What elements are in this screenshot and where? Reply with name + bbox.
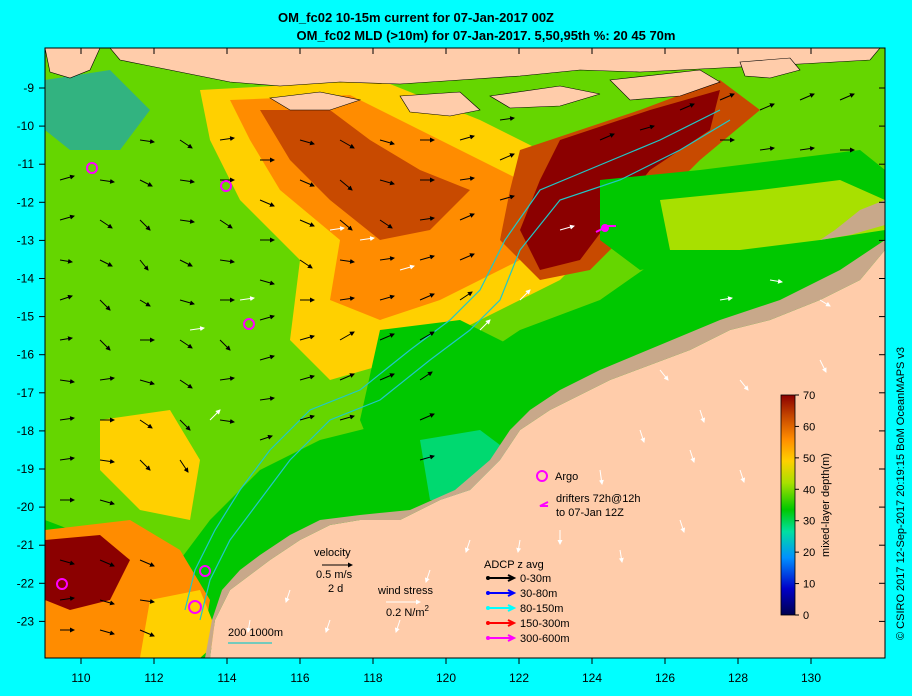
argo-marker (188, 600, 202, 614)
australia-land (210, 250, 885, 658)
wind-stress-label: wind stress (377, 585, 434, 597)
argo-marker (199, 565, 211, 577)
wind-stress-scale: 0.2 N/m2 (386, 604, 430, 619)
lon-tick-label: 114 (217, 671, 236, 685)
lat-tick-label: -23 (17, 614, 35, 628)
credit-text: © CSIRO 2017 12-Sep-2017 20:19:15 BoM Oc… (895, 346, 907, 640)
lat-tick-label: -21 (17, 538, 35, 552)
lon-tick-label: 130 (801, 671, 821, 685)
lat-tick-label: -17 (17, 386, 35, 400)
colorbar-tick-label: 50 (803, 453, 815, 465)
drifter-legend-line1: drifters 72h@12h (556, 493, 641, 505)
colorbar-tick-label: 20 (803, 547, 815, 559)
velocity-label: velocity (314, 547, 351, 559)
colorbar: 0 10 20 30 40 50 60 70 mixed-layer depth(m) (780, 390, 832, 622)
colorbar-tick-label: 30 (803, 516, 815, 528)
adcp-legend-label: 80-150m (520, 603, 563, 615)
isobaths (184, 109, 731, 621)
lon-tick-label: 118 (363, 671, 382, 685)
map-title-line1: OM_fc02 10-15m current for 07-Jan-2017 0… (277, 10, 554, 25)
colorbar-tick-label: 70 (803, 390, 815, 402)
lat-tick-label: -22 (17, 576, 35, 590)
lon-axis: 110 112 114 116 118 120 122 124 126 128 130 (71, 48, 821, 685)
map-panel (45, 48, 885, 658)
drifter-legend-icon (539, 501, 549, 507)
adcp-legend-item: 300-600m (486, 633, 570, 645)
lat-tick-label: -10 (17, 119, 35, 133)
argo-legend-icon (536, 470, 548, 482)
adcp-legend-label: 0-30m (520, 573, 551, 585)
map-legend: Argo drifters 72h@12h to 07-Jan 12Z velo… (228, 470, 641, 645)
colorbar-ticks: 0 10 20 30 40 50 60 70 (795, 390, 815, 622)
argo-legend-label: Argo (555, 471, 578, 483)
isobath-legend-label: 200 1000m (228, 627, 283, 639)
lon-tick-label: 122 (509, 671, 529, 685)
argo-marker (86, 162, 98, 174)
adcp-legend-item: 30-80m (486, 588, 557, 600)
argo-marker (220, 180, 232, 192)
lat-tick-label: -15 (17, 310, 35, 324)
drifter-legend-line2: to 07-Jan 12Z (556, 507, 624, 519)
lon-tick-label: 116 (290, 671, 309, 685)
argo-floats (56, 162, 255, 614)
lon-tick-label: 126 (655, 671, 675, 685)
lat-tick-label: -18 (17, 424, 35, 438)
lon-tick-label: 124 (582, 671, 602, 685)
lat-tick-label: -13 (17, 233, 35, 247)
indonesia-islands (45, 48, 881, 117)
argo-marker (56, 578, 68, 590)
lat-tick-label: -11 (18, 157, 35, 171)
lat-tick-label: -20 (17, 500, 35, 514)
lat-axis: -9 -10 -11 -12 -13 -14 -15 -16 -17 -18 -19 -20 -21 -2… (17, 81, 885, 628)
lon-tick-label: 112 (144, 671, 163, 685)
adcp-legend-items: 0-30m 30-80m 80-150m 150-300m 300-600m (486, 573, 570, 645)
adcp-legend-label: 300-600m (520, 633, 570, 645)
lat-tick-label: -19 (17, 462, 35, 476)
argo-marker (243, 318, 255, 330)
velocity-duration: 2 d (328, 583, 343, 595)
lat-tick-label: -14 (17, 272, 35, 286)
wind-stress-vectors (246, 278, 831, 633)
adcp-legend-title: ADCP z avg (484, 559, 544, 571)
lat-tick-label: -16 (17, 348, 35, 362)
velocity-scale: 0.5 m/s (316, 569, 353, 581)
colorbar-bar (780, 394, 796, 616)
colorbar-tick-label: 10 (803, 579, 815, 591)
lat-tick-label: -9 (23, 81, 34, 95)
drifter-track (595, 224, 616, 233)
adcp-legend-item: 150-300m (486, 618, 570, 630)
current-vectors (59, 93, 855, 637)
colorbar-tick-label: 40 (803, 484, 815, 496)
lat-tick-label: -12 (17, 195, 35, 209)
adcp-legend-item: 80-150m (486, 603, 563, 615)
colorbar-tick-label: 60 (803, 421, 815, 433)
lon-tick-label: 120 (436, 671, 456, 685)
current-vectors-white (189, 224, 575, 421)
adcp-legend-label: 30-80m (520, 588, 557, 600)
adcp-legend-label: 150-300m (520, 618, 570, 630)
lon-tick-label: 110 (71, 671, 90, 685)
colorbar-tick-label: 0 (803, 610, 809, 622)
lon-tick-label: 128 (728, 671, 748, 685)
map-title-line2: OM_fc02 MLD (>10m) for 07-Jan-2017. 5,50… (296, 28, 676, 43)
adcp-legend-item: 0-30m (486, 573, 551, 585)
colorbar-label: mixed-layer depth(m) (820, 453, 832, 557)
